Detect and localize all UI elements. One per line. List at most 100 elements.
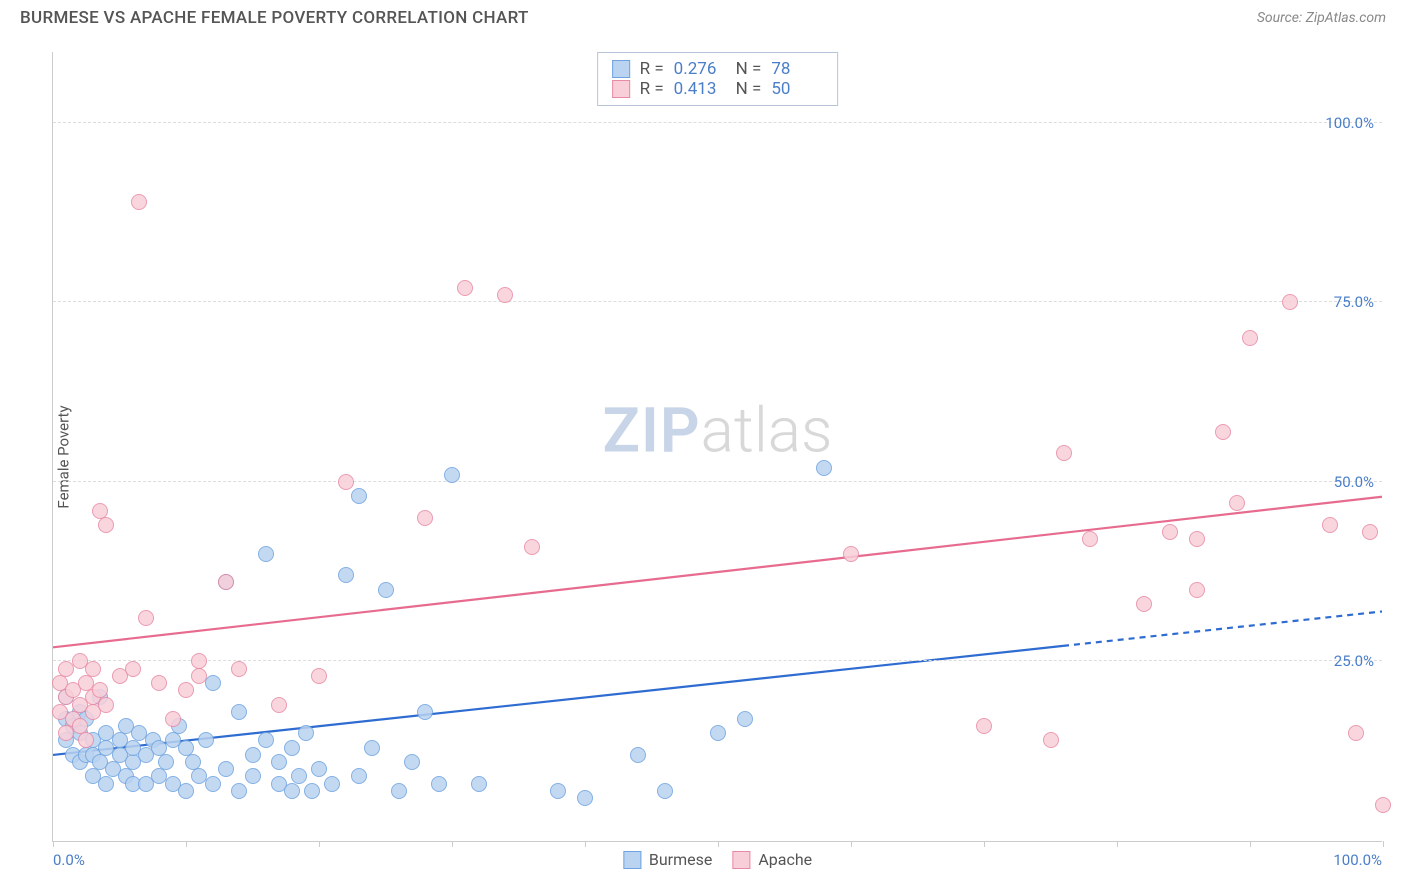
r-value: 0.413: [674, 79, 726, 99]
data-point: [218, 761, 234, 777]
data-point: [1322, 517, 1338, 533]
legend-swatch: [623, 851, 641, 869]
x-tick: [186, 841, 187, 847]
data-point: [1229, 495, 1245, 511]
data-point: [324, 776, 340, 792]
data-point: [404, 754, 420, 770]
watermark: ZIPatlas: [603, 394, 833, 467]
data-point: [258, 732, 274, 748]
series-swatch: [612, 60, 630, 78]
data-point: [1189, 531, 1205, 547]
y-tick-label: 75.0%: [1334, 293, 1374, 311]
legend-label: Burmese: [649, 850, 712, 869]
stats-row: R =0.413N =50: [612, 79, 824, 99]
data-point: [1215, 424, 1231, 440]
data-point: [205, 776, 221, 792]
data-point: [1348, 725, 1364, 741]
data-point: [1242, 330, 1258, 346]
x-tick: [718, 841, 719, 847]
data-point: [577, 790, 593, 806]
x-tick: [585, 841, 586, 847]
data-point: [444, 467, 460, 483]
data-point: [417, 510, 433, 526]
data-point: [98, 517, 114, 533]
x-tick: [984, 841, 985, 847]
plot-area: ZIPatlas R =0.276N =78R =0.413N =50 0.0%…: [52, 52, 1382, 842]
data-point: [165, 711, 181, 727]
data-point: [258, 546, 274, 562]
chart-title: BURMESE VS APACHE FEMALE POVERTY CORRELA…: [20, 8, 529, 28]
data-point: [231, 783, 247, 799]
gridline: [53, 122, 1382, 123]
legend-swatch: [732, 851, 750, 869]
data-point: [198, 732, 214, 748]
data-point: [1375, 797, 1391, 813]
data-point: [417, 704, 433, 720]
data-point: [816, 460, 832, 476]
data-point: [245, 747, 261, 763]
data-point: [471, 776, 487, 792]
gridline: [53, 660, 1382, 661]
data-point: [431, 776, 447, 792]
data-point: [178, 682, 194, 698]
data-point: [291, 768, 307, 784]
series-swatch: [612, 80, 630, 98]
chart-container: Female Poverty ZIPatlas R =0.276N =78R =…: [0, 32, 1406, 882]
y-tick-label: 25.0%: [1334, 652, 1374, 670]
data-point: [138, 610, 154, 626]
r-value: 0.276: [674, 59, 726, 79]
header-bar: BURMESE VS APACHE FEMALE POVERTY CORRELA…: [0, 0, 1406, 32]
gridline: [53, 301, 1382, 302]
data-point: [311, 761, 327, 777]
legend-label: Apache: [758, 850, 812, 869]
data-point: [1056, 445, 1072, 461]
data-point: [98, 697, 114, 713]
source-label: Source: ZipAtlas.com: [1257, 10, 1386, 26]
data-point: [843, 546, 859, 562]
legend-item: Burmese: [623, 850, 712, 869]
x-tick: [1117, 841, 1118, 847]
data-point: [304, 783, 320, 799]
data-point: [1136, 596, 1152, 612]
data-point: [710, 725, 726, 741]
data-point: [231, 661, 247, 677]
data-point: [158, 754, 174, 770]
watermark-zip: ZIP: [603, 394, 701, 467]
n-value: 50: [771, 79, 823, 99]
data-point: [271, 697, 287, 713]
data-point: [351, 768, 367, 784]
trend-lines: [53, 52, 1382, 841]
data-point: [131, 194, 147, 210]
data-point: [151, 675, 167, 691]
r-label: R =: [640, 59, 664, 79]
data-point: [657, 783, 673, 799]
data-point: [524, 539, 540, 555]
data-point: [98, 776, 114, 792]
data-point: [271, 754, 287, 770]
data-point: [125, 661, 141, 677]
data-point: [284, 740, 300, 756]
data-point: [550, 783, 566, 799]
data-point: [1043, 732, 1059, 748]
x-min-label: 0.0%: [53, 851, 85, 869]
data-point: [284, 783, 300, 799]
y-tick-label: 50.0%: [1334, 473, 1374, 491]
data-point: [218, 574, 234, 590]
legend-item: Apache: [732, 850, 812, 869]
x-tick: [851, 841, 852, 847]
n-label: N =: [736, 79, 762, 99]
data-point: [364, 740, 380, 756]
data-point: [245, 768, 261, 784]
data-point: [1082, 531, 1098, 547]
x-tick: [53, 841, 54, 847]
x-tick: [1250, 841, 1251, 847]
bottom-legend: Burmese Apache: [623, 850, 812, 869]
data-point: [351, 488, 367, 504]
data-point: [85, 661, 101, 677]
x-max-label: 100.0%: [1333, 851, 1382, 869]
data-point: [391, 783, 407, 799]
gridline: [53, 481, 1382, 482]
watermark-atlas: atlas: [701, 394, 833, 467]
data-point: [1362, 524, 1378, 540]
data-point: [378, 582, 394, 598]
